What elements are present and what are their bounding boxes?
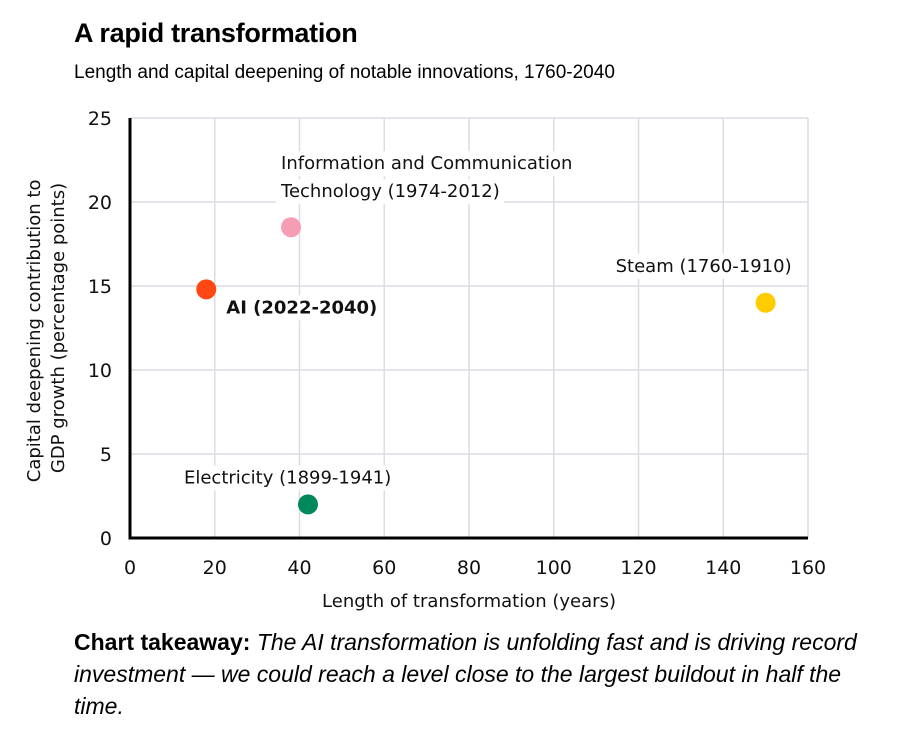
gridlines xyxy=(130,117,809,538)
data-label-background xyxy=(179,465,396,491)
y-tick-label: 20 xyxy=(88,192,112,214)
takeaway-text: The AI transformation is unfolding fast … xyxy=(74,629,857,719)
y-axis-label-line-1: Capital deepening contribution to xyxy=(24,179,45,482)
data-label-background xyxy=(276,179,504,205)
scatter-chart: 0 20 40 60 80 100 120 140 160 0 5 10 15 20 25 Length … xyxy=(24,108,826,612)
y-tick-label: 5 xyxy=(100,444,112,466)
data-labels: AI (2022-2040) Information and Communicat… xyxy=(179,151,796,491)
y-tick-labels: 0 5 10 15 20 25 xyxy=(88,108,112,550)
data-point xyxy=(755,292,776,313)
x-tick-label: 140 xyxy=(705,557,741,579)
chart-title: A rapid transformation xyxy=(74,18,358,48)
y-tick-label: 10 xyxy=(88,360,112,382)
data-label: Information and Communication xyxy=(281,153,572,174)
y-tick-label: 25 xyxy=(88,108,112,130)
data-label-background xyxy=(277,151,577,177)
x-tick-label: 120 xyxy=(620,557,656,579)
y-tick-label: 0 xyxy=(100,528,112,550)
y-tick-label: 15 xyxy=(88,276,112,298)
chart-subtitle: Length and capital deepening of notable … xyxy=(74,62,615,83)
axes xyxy=(128,118,808,540)
x-tick-label: 60 xyxy=(372,557,396,579)
y-axis-label-line-2: GDP growth (percentage points) xyxy=(48,183,69,473)
data-label: Electricity (1899-1941) xyxy=(184,467,391,488)
x-axis-label: Length of transformation (years) xyxy=(322,591,616,612)
data-points xyxy=(196,217,776,515)
x-tick-label: 40 xyxy=(287,557,311,579)
data-label: AI (2022-2040) xyxy=(226,297,377,318)
takeaway-lead: Chart takeaway: xyxy=(74,629,251,655)
x-tick-label: 80 xyxy=(457,557,481,579)
data-point xyxy=(297,494,318,515)
y-axis-label: Capital deepening contribution to GDP gr… xyxy=(24,174,69,483)
data-label-background xyxy=(222,295,382,321)
data-label-background xyxy=(611,253,796,279)
data-label: Technology (1974-2012) xyxy=(280,181,500,202)
x-tick-labels: 0 20 40 60 80 100 120 140 160 xyxy=(124,557,826,579)
x-tick-label: 20 xyxy=(203,557,227,579)
chart-takeaway: Chart takeaway: The AI transformation is… xyxy=(74,626,864,722)
data-point xyxy=(196,279,217,300)
x-tick-label: 160 xyxy=(790,557,826,579)
x-tick-label: 100 xyxy=(536,557,572,579)
data-point xyxy=(281,217,302,238)
x-tick-label: 0 xyxy=(124,557,136,579)
data-label: Steam (1760-1910) xyxy=(616,256,792,277)
